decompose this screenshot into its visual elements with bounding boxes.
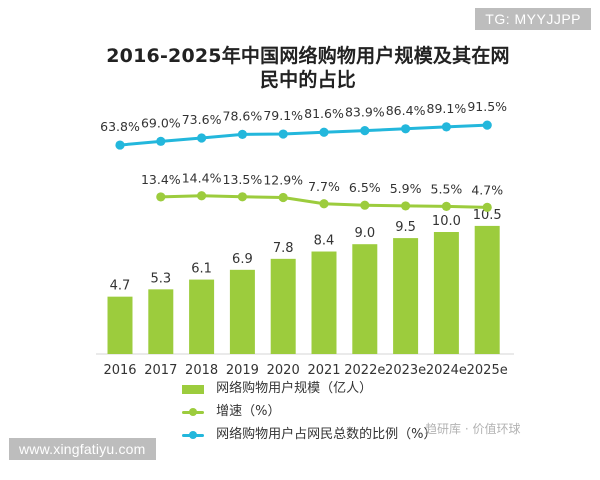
share-label-2023e: 86.4% (386, 103, 426, 118)
legend-label-growth: 增速（%） (216, 404, 281, 419)
growth-label-2025e: 4.7% (471, 182, 503, 197)
share-label-2016: 63.8% (100, 119, 140, 134)
chart-panel: 2016-2025年中国网络购物用户规模及其在网 民中的占比 (88, 18, 528, 438)
share-point-2024e (441, 122, 451, 132)
bar-2020 (270, 258, 296, 354)
growth-point-2017 (156, 192, 166, 202)
x-tick-label-2023e: 2023e (385, 363, 426, 378)
bar-value-label-2018: 6.1 (191, 262, 212, 277)
share-point-2017 (156, 136, 166, 146)
bar-value-label-2020: 7.8 (273, 241, 294, 256)
bar-value-label-2024e: 10.0 (432, 214, 461, 229)
growth-point-2018 (197, 191, 207, 201)
chart-legend: 网络购物用户规模（亿人） 增速（%） 网络购物用户占网民总数的比例（%） (182, 379, 532, 448)
bar-2018 (189, 279, 215, 354)
growth-label-2017: 13.4% (141, 172, 181, 187)
x-tick-label-2021: 2021 (307, 363, 340, 378)
share-point-2025e (482, 120, 492, 130)
legend-item-share: 网络购物用户占网民总数的比例（%） (182, 425, 532, 445)
growth-label-2018: 14.4% (182, 171, 222, 186)
growth-label-2024e: 5.5% (431, 181, 463, 196)
share-point-2016 (115, 140, 125, 150)
growth-label-2019: 13.5% (223, 172, 263, 187)
chart-title: 2016-2025年中国网络购物用户规模及其在网 民中的占比 (88, 44, 528, 92)
growth-point-2025e (482, 202, 492, 212)
share-point-2021 (319, 127, 329, 137)
bar-value-label-2017: 5.3 (150, 271, 171, 286)
bar-2021 (311, 251, 337, 354)
bar-value-label-2022e: 9.0 (354, 226, 375, 241)
legend-item-user-scale: 网络购物用户规模（亿人） (182, 379, 532, 399)
bar-2023e (393, 238, 419, 354)
bar-value-label-2025e: 10.5 (473, 208, 502, 223)
legend-growth-line-icon (182, 407, 204, 417)
growth-point-2024e (441, 201, 451, 211)
growth-label-2023e: 5.9% (390, 181, 422, 196)
share-label-2022e: 83.9% (345, 105, 385, 120)
x-tick-label-2022e: 2022e (344, 363, 385, 378)
chart-title-line-1: 2016-2025年中国网络购物用户规模及其在网 (106, 45, 510, 67)
share-label-2020: 79.1% (263, 108, 303, 123)
share-point-2020 (278, 129, 288, 139)
share-label-2017: 69.0% (141, 115, 181, 130)
share-line (119, 123, 488, 147)
chart-title-line-2: 民中的占比 (259, 69, 356, 91)
x-tick-label-2020: 2020 (267, 363, 300, 378)
telegram-badge: TG: MYYJJPP (475, 8, 591, 30)
x-tick-label-2017: 2017 (144, 363, 177, 378)
growth-point-2022e (360, 200, 370, 210)
bar-value-label-2023e: 9.5 (395, 220, 416, 235)
x-tick-label-2016: 2016 (103, 363, 136, 378)
growth-point-2020 (278, 192, 288, 203)
bar-value-label-2016: 4.7 (110, 279, 131, 294)
bar-2022e (352, 244, 378, 354)
legend-label-share: 网络购物用户占网民总数的比例（%） (216, 427, 437, 442)
bar-2025e (474, 225, 500, 354)
x-tick-label-2024e: 2024e (426, 363, 467, 378)
growth-label-2022e: 6.5% (349, 180, 381, 195)
growth-label-2021: 7.7% (308, 179, 340, 194)
growth-point-2023e (401, 201, 411, 211)
share-point-2022e (360, 125, 370, 136)
bar-2017 (148, 289, 174, 354)
legend-item-growth: 增速（%） (182, 402, 532, 422)
bar-2024e (433, 232, 459, 354)
bar-2019 (229, 269, 255, 354)
source-watermark: 趋研库 · 价值环球 (425, 422, 521, 436)
growth-point-2021 (319, 199, 329, 209)
share-label-2025e: 91.5% (467, 99, 507, 114)
x-tick-label-2018: 2018 (185, 363, 218, 378)
legend-label-user-scale: 网络购物用户规模（亿人） (216, 381, 373, 396)
bar-value-label-2021: 8.4 (314, 234, 335, 249)
share-label-2024e: 89.1% (427, 101, 467, 116)
share-point-2018 (197, 133, 207, 143)
growth-point-2019 (237, 192, 247, 202)
share-point-2019 (237, 129, 247, 140)
x-tick-label-2025e: 2025e (467, 363, 508, 378)
share-point-2023e (401, 124, 411, 134)
legend-share-line-icon (182, 430, 204, 440)
growth-label-2020: 12.9% (263, 173, 303, 188)
share-label-2021: 81.6% (304, 106, 344, 121)
share-label-2018: 73.6% (182, 112, 222, 127)
bar-2016 (107, 296, 133, 354)
x-tick-label-2019: 2019 (226, 363, 259, 378)
site-url-label: www.xingfatiyu.com (9, 438, 156, 460)
bar-value-label-2019: 6.9 (232, 252, 253, 267)
share-label-2019: 78.6% (223, 108, 263, 123)
legend-bar-swatch (182, 384, 204, 394)
